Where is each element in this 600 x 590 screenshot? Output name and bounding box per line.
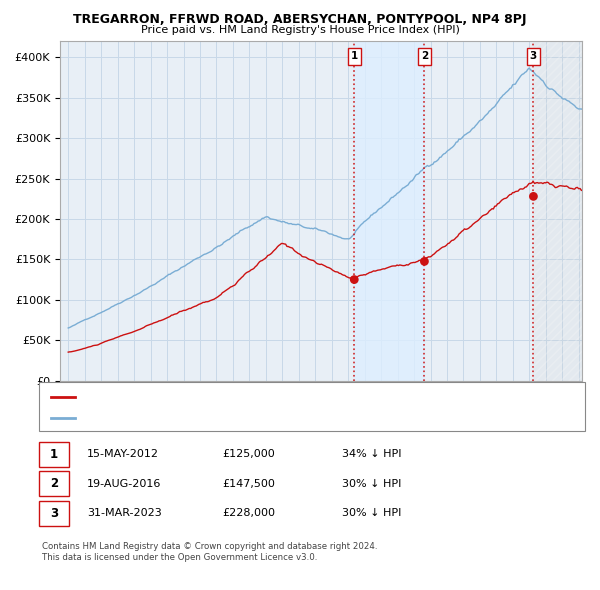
Text: 30% ↓ HPI: 30% ↓ HPI bbox=[342, 479, 401, 489]
Text: 30% ↓ HPI: 30% ↓ HPI bbox=[342, 509, 401, 518]
Text: £125,000: £125,000 bbox=[222, 450, 275, 459]
Text: 34% ↓ HPI: 34% ↓ HPI bbox=[342, 450, 401, 459]
Text: Price paid vs. HM Land Registry's House Price Index (HPI): Price paid vs. HM Land Registry's House … bbox=[140, 25, 460, 35]
Text: TREGARRON, FFRWD ROAD, ABERSYCHAN, PONTYPOOL, NP4 8PJ: TREGARRON, FFRWD ROAD, ABERSYCHAN, PONTY… bbox=[73, 13, 527, 26]
Point bbox=[419, 257, 429, 266]
Text: 15-MAY-2012: 15-MAY-2012 bbox=[87, 450, 159, 459]
Text: 3: 3 bbox=[530, 51, 537, 61]
Point bbox=[349, 275, 359, 284]
Text: 1: 1 bbox=[50, 448, 58, 461]
Text: 1: 1 bbox=[350, 51, 358, 61]
Text: £228,000: £228,000 bbox=[222, 509, 275, 518]
Text: Contains HM Land Registry data © Crown copyright and database right 2024.: Contains HM Land Registry data © Crown c… bbox=[42, 542, 377, 550]
Text: 19-AUG-2016: 19-AUG-2016 bbox=[87, 479, 161, 489]
Text: TREGARRON, FFRWD ROAD, ABERSYCHAN, PONTYPOOL, NP4 8PJ (detached house): TREGARRON, FFRWD ROAD, ABERSYCHAN, PONTY… bbox=[81, 392, 487, 402]
Bar bbox=[354, 41, 424, 381]
Bar bbox=[533, 41, 582, 381]
Bar bbox=[533, 41, 582, 381]
Text: 2: 2 bbox=[50, 477, 58, 490]
Text: 3: 3 bbox=[50, 507, 58, 520]
Text: 31-MAR-2023: 31-MAR-2023 bbox=[87, 509, 162, 518]
Point bbox=[529, 192, 538, 201]
Text: 2: 2 bbox=[421, 51, 428, 61]
Text: £147,500: £147,500 bbox=[222, 479, 275, 489]
Text: HPI: Average price, detached house, Torfaen: HPI: Average price, detached house, Torf… bbox=[81, 412, 298, 422]
Text: This data is licensed under the Open Government Licence v3.0.: This data is licensed under the Open Gov… bbox=[42, 553, 317, 562]
